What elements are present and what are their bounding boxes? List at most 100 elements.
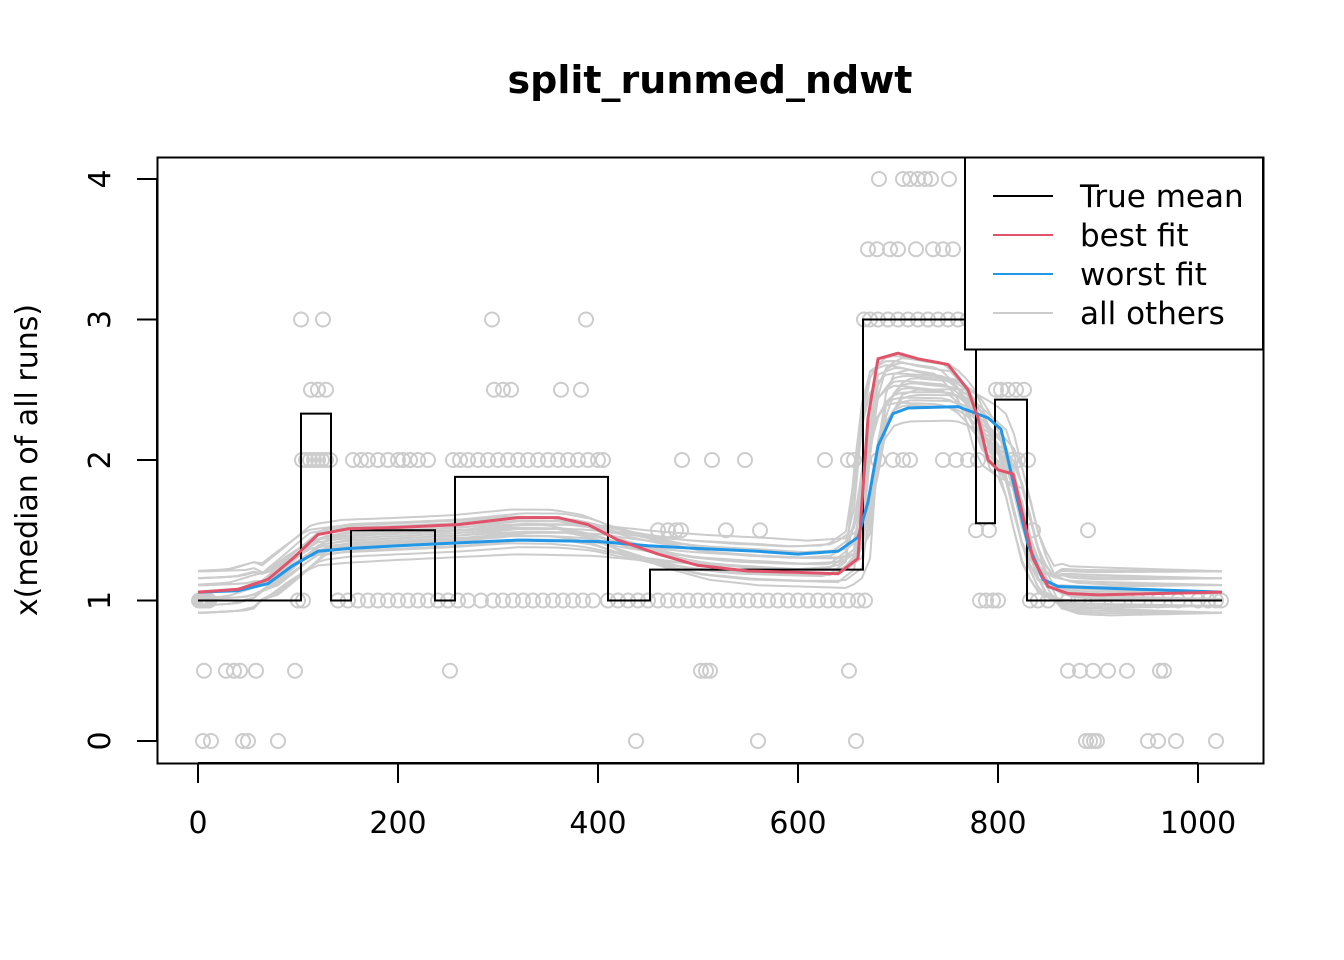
observation-point xyxy=(882,241,898,258)
observation-point xyxy=(503,381,519,398)
observation-point xyxy=(752,522,768,539)
observation-point xyxy=(817,452,833,468)
observation-point xyxy=(460,452,476,468)
observation-point xyxy=(293,311,309,328)
observation-point xyxy=(1080,522,1096,539)
observation-point xyxy=(730,592,746,609)
true-mean-path xyxy=(198,318,1222,602)
observation-point xyxy=(553,381,569,398)
x-tick-label: 0 xyxy=(188,806,207,841)
y-axis-label: x(median of all runs) xyxy=(10,304,45,616)
legend-label: worst fit xyxy=(1080,257,1207,293)
observation-point xyxy=(410,452,426,468)
observation-point xyxy=(595,452,611,468)
observation-point xyxy=(490,452,506,468)
observation-point xyxy=(484,311,500,328)
observation-point xyxy=(740,592,756,609)
observation-point xyxy=(298,452,314,468)
observation-point xyxy=(248,662,264,679)
observation-point xyxy=(585,592,601,609)
observation-point xyxy=(917,171,933,187)
observation-point xyxy=(505,592,521,609)
other-fit-line xyxy=(198,377,1222,587)
observation-point xyxy=(380,592,396,609)
observation-point xyxy=(890,241,906,258)
observation-point xyxy=(573,381,589,398)
observation-point xyxy=(360,452,376,468)
observation-point xyxy=(935,452,951,468)
observation-point xyxy=(500,452,516,468)
observation-point xyxy=(830,592,846,609)
observation-point xyxy=(760,592,776,609)
legend-label: best fit xyxy=(1080,218,1189,254)
observation-point xyxy=(420,452,436,468)
observation-point xyxy=(470,452,486,468)
y-tick-label: 1 xyxy=(83,591,118,610)
observation-point xyxy=(1016,381,1032,398)
observations xyxy=(191,171,1229,749)
observation-point xyxy=(1152,662,1168,679)
true-mean-line xyxy=(198,318,1222,602)
observation-point xyxy=(978,592,994,609)
chart-title: split_runmed_ndwt xyxy=(508,58,913,102)
observation-point xyxy=(1168,733,1184,749)
observation-point xyxy=(1150,733,1166,749)
observation-point xyxy=(565,592,581,609)
observation-point xyxy=(575,592,591,609)
observation-point xyxy=(750,733,766,749)
observation-point xyxy=(560,452,576,468)
observation-point xyxy=(710,592,726,609)
other-fit-line xyxy=(198,388,1223,574)
observation-point xyxy=(525,592,541,609)
observation-point xyxy=(848,733,864,749)
observation-point xyxy=(310,381,326,398)
observation-point xyxy=(680,592,696,609)
observation-point xyxy=(670,592,686,609)
y-tick-label: 0 xyxy=(83,731,118,750)
x-tick-label: 600 xyxy=(769,806,826,841)
observation-point xyxy=(693,662,709,679)
observation-point xyxy=(318,452,334,468)
observation-point xyxy=(990,592,1006,609)
observation-point xyxy=(674,452,690,468)
observation-point xyxy=(1000,381,1016,398)
x-axis: 0 200 400 600 800 1000 xyxy=(188,762,1236,841)
observation-point xyxy=(673,522,689,539)
observation-point xyxy=(1078,733,1094,749)
observation-point xyxy=(1085,662,1101,679)
observation-point xyxy=(486,381,502,398)
observation-point xyxy=(700,592,716,609)
observation-point xyxy=(770,592,786,609)
observation-point xyxy=(195,733,211,749)
observation-point xyxy=(310,452,326,468)
observation-point xyxy=(480,452,496,468)
observation-point xyxy=(660,592,676,609)
observation-point xyxy=(840,592,856,609)
y-axis: 0 1 2 3 4 xyxy=(83,169,158,751)
other-fit-line xyxy=(197,393,1223,587)
legend-label: True mean xyxy=(1079,179,1244,215)
observation-point xyxy=(750,592,766,609)
observation-point xyxy=(871,171,887,187)
observation-point xyxy=(628,733,644,749)
observation-point xyxy=(968,522,984,539)
observation-point xyxy=(988,381,1004,398)
observation-point xyxy=(702,662,718,679)
observation-point xyxy=(203,733,219,749)
observation-point xyxy=(737,452,753,468)
observation-point xyxy=(1100,662,1116,679)
observation-point xyxy=(590,452,606,468)
observation-point xyxy=(473,592,489,609)
observation-point xyxy=(402,452,418,468)
observation-point xyxy=(869,241,885,258)
observation-point xyxy=(314,452,330,468)
observation-point xyxy=(400,592,416,609)
observation-point xyxy=(1008,381,1024,398)
observation-point xyxy=(948,452,964,468)
observation-point xyxy=(800,592,816,609)
observation-point xyxy=(353,452,369,468)
observation-point xyxy=(240,733,256,749)
observation-point xyxy=(885,452,901,468)
observation-point xyxy=(698,662,714,679)
